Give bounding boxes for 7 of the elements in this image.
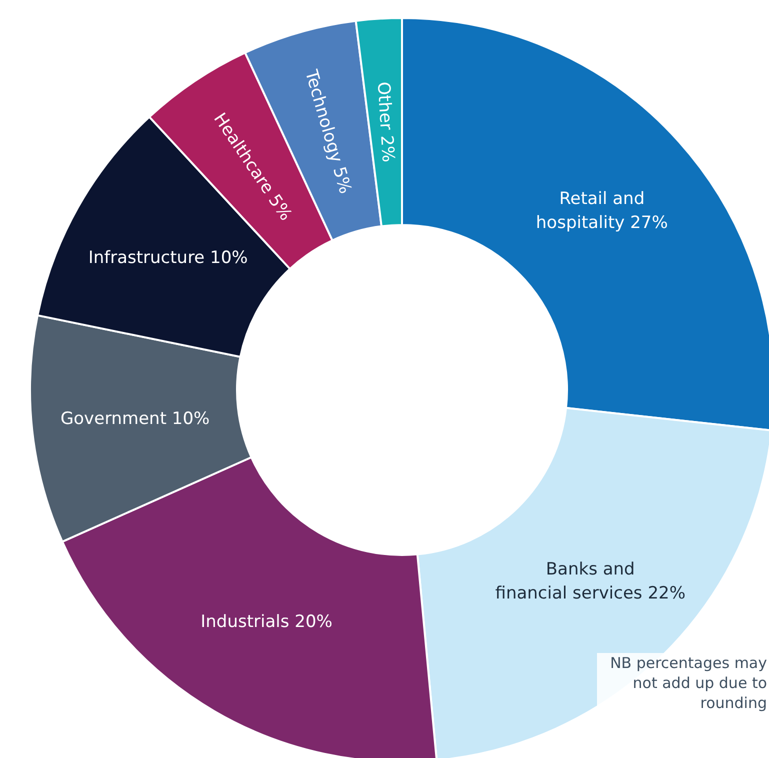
slice-label: Industrials 20% (200, 612, 332, 632)
text: NB percentages may not add up due to rounding (597, 653, 767, 713)
slice-label: Government 10% (60, 409, 210, 430)
slice-label: Other 2% (372, 81, 398, 163)
slice-label: Retail and hospitality 27% (536, 188, 668, 233)
slice-label: Banks and financial services 22% (495, 559, 686, 604)
slice-label: Infrastructure 10% (88, 248, 248, 268)
